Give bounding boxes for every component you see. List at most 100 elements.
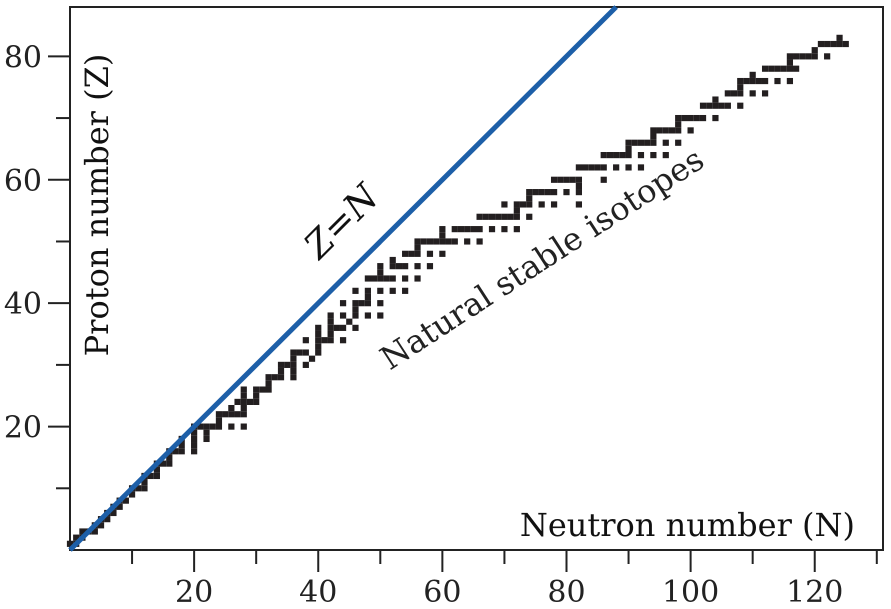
isotope-point bbox=[352, 306, 359, 313]
isotope-point bbox=[389, 256, 396, 264]
isotope-point bbox=[675, 121, 682, 128]
isotope-point bbox=[426, 263, 434, 270]
isotope-point bbox=[246, 398, 254, 405]
isotope-point bbox=[842, 40, 849, 48]
isotope-point bbox=[352, 324, 359, 331]
isotope-point bbox=[377, 263, 384, 270]
isotope-point bbox=[271, 374, 278, 381]
isotope-point bbox=[805, 53, 812, 60]
isotope-point bbox=[675, 127, 682, 134]
isotope-point bbox=[234, 398, 241, 405]
isotope-point bbox=[737, 102, 744, 109]
isotope-point bbox=[501, 226, 508, 233]
isotope-point bbox=[451, 238, 458, 245]
isotope-point bbox=[240, 392, 247, 399]
isotope-point bbox=[240, 411, 247, 418]
isotope-point bbox=[600, 164, 607, 171]
isotope-point bbox=[327, 318, 334, 325]
isotope-point bbox=[339, 300, 347, 307]
isotope-point bbox=[513, 201, 520, 208]
isotope-point bbox=[128, 491, 136, 498]
isotope-point bbox=[712, 102, 719, 109]
isotope-point bbox=[824, 53, 831, 60]
isotope-point bbox=[228, 411, 235, 418]
isotope-point bbox=[315, 324, 322, 331]
isotope-point bbox=[730, 90, 738, 97]
isotope-point bbox=[234, 411, 241, 418]
isotope-point bbox=[737, 77, 744, 85]
isotope-point bbox=[712, 114, 719, 122]
x-tick-label: 100 bbox=[662, 575, 719, 609]
isotope-point bbox=[501, 213, 508, 220]
y-tick-label: 80 bbox=[4, 40, 42, 75]
isotope-point bbox=[290, 367, 297, 375]
x-tick-label: 20 bbox=[175, 575, 213, 609]
isotope-point bbox=[662, 127, 669, 134]
isotope-point bbox=[370, 275, 378, 282]
isotope-point bbox=[265, 380, 272, 387]
isotope-point bbox=[364, 275, 371, 282]
isotope-point bbox=[619, 152, 626, 159]
isotope-point bbox=[563, 189, 570, 196]
isotope-point bbox=[426, 250, 434, 257]
isotope-point bbox=[439, 232, 446, 239]
isotope-point bbox=[389, 275, 396, 282]
isotope-point bbox=[302, 361, 309, 368]
isotope-point bbox=[277, 367, 285, 375]
isotope-point bbox=[439, 226, 446, 233]
isotope-point bbox=[321, 337, 328, 344]
isotope-point bbox=[414, 238, 421, 245]
isotope-point bbox=[575, 176, 583, 183]
isotope-point bbox=[414, 275, 421, 282]
isotope-point bbox=[364, 293, 371, 301]
isotope-point bbox=[290, 355, 297, 362]
isotope-point bbox=[606, 152, 614, 159]
isotope-point bbox=[228, 404, 235, 412]
isotope-point bbox=[550, 176, 558, 183]
isotope-point bbox=[569, 176, 576, 183]
isotope-point bbox=[352, 300, 359, 307]
isotope-point bbox=[259, 386, 266, 393]
isotope-point bbox=[426, 238, 434, 245]
isotope-point bbox=[116, 503, 123, 510]
isotope-point bbox=[575, 189, 583, 196]
isotope-point bbox=[625, 145, 632, 153]
isotope-point bbox=[737, 90, 744, 97]
x-axis-title: Neutron number (N) bbox=[520, 506, 855, 544]
isotope-point bbox=[575, 201, 583, 208]
isotope-point bbox=[749, 71, 756, 78]
isotope-point bbox=[333, 324, 340, 331]
isotope-point bbox=[308, 355, 316, 362]
isotope-point bbox=[749, 90, 756, 97]
isotope-point bbox=[141, 479, 148, 486]
isotope-point bbox=[383, 275, 390, 282]
isotope-point bbox=[761, 65, 769, 72]
isotope-point bbox=[290, 349, 297, 356]
isotope-point bbox=[327, 324, 334, 331]
isotope-point bbox=[786, 77, 794, 85]
isotope-point bbox=[675, 114, 682, 122]
isotope-point bbox=[414, 263, 421, 270]
isotope-point bbox=[631, 139, 638, 146]
isotope-point bbox=[209, 423, 216, 430]
isotope-point bbox=[265, 374, 272, 381]
isotope-point bbox=[327, 312, 334, 319]
isotope-point bbox=[575, 182, 583, 190]
isotope-point bbox=[315, 330, 322, 338]
isotope-point bbox=[668, 127, 676, 134]
isotope-point bbox=[743, 77, 750, 85]
isotope-point bbox=[507, 213, 514, 220]
isotope-point bbox=[644, 139, 651, 146]
isotope-point bbox=[600, 176, 607, 183]
isotope-point bbox=[613, 152, 620, 159]
isotope-point bbox=[625, 164, 632, 171]
isotope-point bbox=[780, 65, 787, 72]
isotope-point bbox=[240, 398, 247, 405]
isotope-point bbox=[675, 139, 682, 146]
isotope-point bbox=[457, 226, 465, 233]
isotope-point bbox=[625, 152, 632, 159]
isotope-point bbox=[613, 164, 620, 171]
isotope-point bbox=[464, 238, 471, 245]
isotope-point bbox=[817, 40, 825, 48]
